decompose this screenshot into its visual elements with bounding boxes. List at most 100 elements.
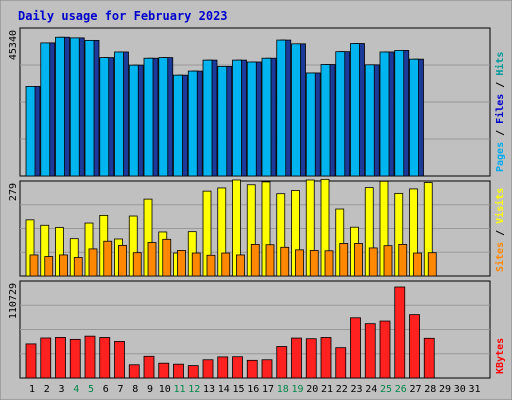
bar-sites-day-11: [177, 250, 186, 277]
bar-sites-day-12: [191, 252, 201, 277]
x-tick-label-day-10: 10: [159, 384, 171, 395]
bar-kbytes-day-6: [99, 337, 111, 379]
x-tick-label-day-29: 29: [439, 384, 451, 395]
bar-pages-day-12: [187, 70, 198, 177]
legend-sites: Sites: [494, 242, 506, 272]
bar-pages-day-19: [291, 43, 301, 177]
bar-sites-day-10: [162, 238, 172, 277]
y-max-label: 279: [8, 183, 19, 201]
x-tick-label-day-4: 4: [73, 384, 79, 395]
bar-kbytes-day-15: [232, 356, 243, 379]
side-legend: Pages / Files / Hits: [494, 52, 506, 172]
x-tick-label-day-22: 22: [336, 384, 348, 395]
bar-kbytes-day-11: [173, 363, 184, 379]
x-tick-label-day-3: 3: [58, 384, 64, 395]
bar-pages-day-22: [335, 51, 346, 177]
bar-kbytes-day-3: [55, 337, 66, 379]
bar-pages-day-8: [128, 64, 139, 177]
bar-kbytes-day-23: [350, 317, 361, 379]
bar-sites-day-16: [250, 244, 260, 277]
bar-pages-day-18: [276, 39, 287, 177]
bar-sites-day-15: [236, 254, 245, 277]
x-tick-label-day-31: 31: [468, 384, 480, 395]
bar-sites-day-17: [265, 244, 275, 277]
bar-sites-day-14: [221, 252, 231, 277]
bar-sites-day-27: [413, 252, 422, 277]
bar-kbytes-day-28: [423, 337, 435, 379]
bar-sites-day-26: [398, 244, 408, 277]
bar-pages-day-14: [217, 65, 228, 177]
legend-: /: [495, 224, 506, 242]
bar-pages-day-6: [99, 57, 110, 177]
bar-kbytes-day-7: [114, 341, 125, 379]
bar-kbytes-day-16: [246, 359, 258, 379]
x-tick-label-day-16: 16: [247, 384, 259, 395]
bar-pages-day-4: [69, 37, 80, 177]
bar-kbytes-day-9: [143, 355, 155, 379]
legend-: /: [495, 124, 506, 142]
x-tick-label-day-25: 25: [380, 384, 392, 395]
bar-pages-day-27: [409, 58, 419, 177]
x-tick-label-day-21: 21: [321, 384, 333, 395]
bar-pages-day-15: [232, 59, 242, 177]
x-tick-label-day-27: 27: [409, 384, 421, 395]
bar-sites-day-19: [295, 249, 304, 277]
y-max-label: 110729: [8, 283, 19, 319]
y-max-label: 45340: [8, 30, 19, 60]
bar-pages-day-26: [394, 50, 405, 177]
side-legend: Sites / Visits: [494, 188, 506, 272]
bar-sites-day-2: [44, 256, 54, 277]
bar-kbytes-day-13: [202, 359, 214, 379]
bar-pages-day-1: [25, 86, 36, 177]
bar-sites-day-8: [132, 252, 142, 277]
x-tick-label-day-19: 19: [291, 384, 303, 395]
bar-pages-day-20: [305, 72, 316, 177]
bar-kbytes-day-1: [25, 343, 37, 379]
bar-sites-day-7: [118, 244, 127, 277]
x-tick-label-day-11: 11: [173, 384, 185, 395]
legend-: /: [495, 76, 506, 94]
bar-sites-day-6: [103, 240, 113, 277]
bar-kbytes-day-4: [69, 338, 81, 379]
panel-kbytes: 110729 KBytes: [8, 280, 506, 379]
legend-visits: Visits: [494, 188, 506, 224]
bar-kbytes-day-12: [187, 365, 199, 379]
bar-sites-day-28: [427, 252, 437, 277]
bar-pages-day-7: [114, 51, 124, 177]
x-tick-label-day-8: 8: [132, 384, 138, 395]
x-tick-label-day-9: 9: [147, 384, 153, 395]
bar-kbytes-day-27: [409, 314, 420, 379]
bar-sites-day-20: [309, 250, 319, 277]
bar-pages-day-2: [40, 42, 51, 177]
bar-sites-day-25: [383, 245, 393, 277]
bar-pages-day-17: [261, 57, 272, 177]
bar-kbytes-day-18: [276, 346, 288, 379]
bar-sites-day-18: [280, 246, 290, 277]
bar-kbytes-day-20: [305, 338, 317, 379]
bar-pages-day-21: [320, 64, 331, 177]
bar-sites-day-24: [368, 247, 378, 277]
bar-kbytes-day-19: [291, 337, 302, 379]
bar-kbytes-day-5: [84, 335, 96, 379]
panel-visits: 279 Sites / Visits: [8, 178, 506, 277]
x-tick-label-day-26: 26: [395, 384, 407, 395]
chart-title: Daily usage for February 2023: [18, 9, 228, 23]
legend-hits: Hits: [494, 52, 506, 76]
x-tick-label-day-12: 12: [188, 384, 200, 395]
x-tick-label-day-15: 15: [232, 384, 244, 395]
bar-pages-day-25: [379, 51, 390, 177]
bar-kbytes-day-24: [364, 323, 376, 379]
x-tick-label-day-6: 6: [103, 384, 109, 395]
bar-pages-day-9: [143, 57, 154, 177]
x-tick-label-day-7: 7: [117, 384, 123, 395]
side-legend: KBytes: [495, 338, 506, 374]
bar-pages-day-3: [55, 36, 65, 177]
panel-hits: 45340 Pages / Files / Hits: [8, 27, 506, 177]
bar-sites-day-9: [147, 242, 157, 277]
x-tick-label-day-17: 17: [262, 384, 274, 395]
bar-kbytes-day-25: [379, 320, 391, 379]
bar-kbytes-day-21: [320, 337, 332, 379]
bar-pages-day-10: [158, 57, 169, 177]
